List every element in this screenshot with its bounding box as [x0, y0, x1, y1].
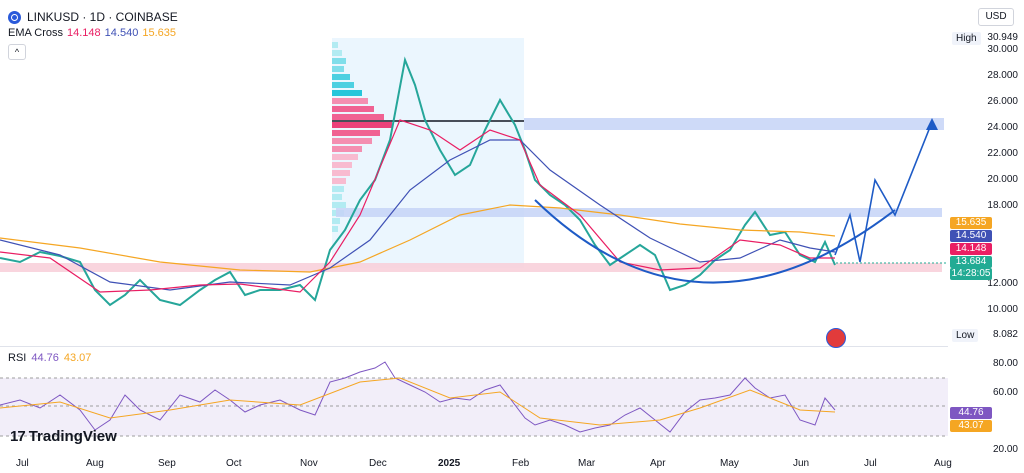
low-label: Low	[952, 329, 979, 342]
symbol-title[interactable]: LINKUSD · 1D · COINBASE	[27, 10, 178, 24]
tick-30: 30.000	[987, 44, 1018, 55]
ema-slow-tag: 15.635	[950, 217, 992, 229]
x-label-jul: Jul	[16, 458, 29, 469]
rsi-tick-80: 80.00	[992, 358, 1018, 369]
chainlink-logo-icon	[8, 10, 21, 24]
ema-legend[interactable]: EMA Cross 14.148 14.540 15.635	[8, 27, 176, 39]
ema-fast-value: 14.148	[67, 27, 101, 39]
rsi-band	[0, 378, 948, 436]
tradingview-logo[interactable]: 17 TradingView	[10, 428, 117, 445]
ema-indicator-name: EMA Cross	[8, 27, 64, 39]
x-label-jul-2: Jul	[864, 458, 877, 469]
projection-arrow-icon	[926, 118, 938, 130]
resistance-zone	[524, 118, 944, 130]
tick-20: 20.000	[987, 174, 1018, 185]
rsi-legend[interactable]: RSI 44.76 43.07	[8, 352, 91, 364]
tick-24: 24.000	[987, 122, 1018, 133]
rsi-ma-tag: 43.07	[950, 420, 992, 432]
cup-curve	[534, 199, 896, 284]
rsi-tick-60: 60.00	[992, 387, 1018, 398]
rsi-ma-value: 43.07	[63, 352, 92, 364]
tick-26: 26.000	[987, 96, 1018, 107]
collapse-legend-button[interactable]: ^	[8, 44, 26, 60]
tick-18: 18.000	[987, 200, 1018, 211]
x-label-apr: Apr	[650, 458, 666, 469]
support-zone	[0, 263, 942, 272]
tick-28: 28.000	[987, 70, 1018, 81]
tradingview-wordmark: TradingView	[28, 428, 117, 445]
tradingview-mark-icon: 17	[10, 428, 26, 445]
rsi-value-tag: 44.76	[950, 407, 992, 419]
ema-slow-line	[0, 204, 836, 273]
rsi-value: 44.76	[31, 352, 59, 364]
mid-zone	[336, 208, 942, 217]
rsi-line	[0, 361, 836, 433]
low-value: 8.082	[992, 329, 1018, 340]
us-flag-icon[interactable]	[826, 328, 846, 348]
ema-mid-tag: 14.540	[950, 230, 992, 242]
price-chart[interactable]	[0, 0, 948, 473]
x-label-jun: Jun	[793, 458, 810, 469]
volume-profile-range	[332, 38, 524, 268]
high-value: 30.949	[987, 32, 1018, 43]
last-price-tag: 13.684	[950, 256, 992, 268]
x-label-aug-2: Aug	[934, 458, 952, 469]
x-label-2025: 2025	[438, 458, 461, 469]
currency-selector[interactable]: USD	[978, 8, 1014, 26]
x-label-aug: Aug	[86, 458, 104, 469]
x-label-mar: Mar	[578, 458, 596, 469]
ema-slow-value: 15.635	[142, 27, 176, 39]
x-label-may: May	[720, 458, 739, 469]
rsi-label: RSI	[8, 352, 27, 364]
high-label: High	[952, 32, 981, 45]
tick-10: 10.000	[987, 304, 1018, 315]
x-label-oct: Oct	[226, 458, 242, 469]
ema-fast-tag: 14.148	[950, 243, 992, 255]
chart-header: LINKUSD · 1D · COINBASE	[8, 8, 178, 26]
projection-path	[834, 121, 933, 263]
rsi-tick-20: 20.00	[992, 444, 1018, 455]
pane-separator[interactable]	[0, 346, 948, 347]
x-label-dec: Dec	[369, 458, 387, 469]
price-axis[interactable]: High 30.949 30.000 28.000 26.000 24.000 …	[948, 0, 1024, 473]
candle-countdown: 14:28:05	[950, 268, 992, 280]
rsi-ma-line	[0, 377, 836, 426]
tick-12: 12.000	[987, 278, 1018, 289]
x-label-sep: Sep	[158, 458, 176, 469]
ema-fast-line	[0, 119, 835, 293]
tick-22: 22.000	[987, 148, 1018, 159]
x-label-nov: Nov	[300, 458, 318, 469]
x-label-feb: Feb	[512, 458, 530, 469]
ema-mid-value: 14.540	[104, 27, 139, 39]
ema-mid-line	[0, 139, 836, 291]
